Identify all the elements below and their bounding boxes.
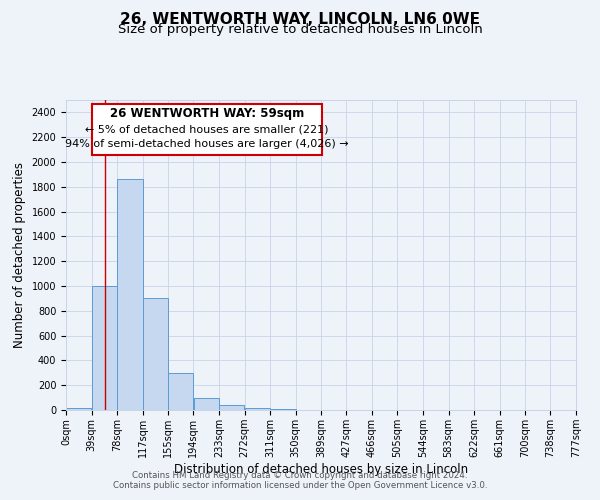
Text: 26, WENTWORTH WAY, LINCOLN, LN6 0WE: 26, WENTWORTH WAY, LINCOLN, LN6 0WE xyxy=(120,12,480,28)
Text: Contains HM Land Registry data © Crown copyright and database right 2024.: Contains HM Land Registry data © Crown c… xyxy=(132,471,468,480)
Text: Contains public sector information licensed under the Open Government Licence v3: Contains public sector information licen… xyxy=(113,481,487,490)
Text: 26 WENTWORTH WAY: 59sqm: 26 WENTWORTH WAY: 59sqm xyxy=(110,108,304,120)
Bar xyxy=(245,408,270,410)
FancyBboxPatch shape xyxy=(92,104,322,154)
Text: 94% of semi-detached houses are larger (4,026) →: 94% of semi-detached houses are larger (… xyxy=(65,140,349,149)
Bar xyxy=(143,298,168,410)
Bar xyxy=(92,286,117,410)
Bar xyxy=(168,373,193,410)
Bar xyxy=(219,405,244,410)
Y-axis label: Number of detached properties: Number of detached properties xyxy=(13,162,26,348)
Bar xyxy=(66,408,91,410)
X-axis label: Distribution of detached houses by size in Lincoln: Distribution of detached houses by size … xyxy=(174,462,468,475)
Bar xyxy=(118,180,143,410)
Bar xyxy=(193,398,219,410)
Text: ← 5% of detached houses are smaller (221): ← 5% of detached houses are smaller (221… xyxy=(85,124,329,134)
Text: Size of property relative to detached houses in Lincoln: Size of property relative to detached ho… xyxy=(118,22,482,36)
